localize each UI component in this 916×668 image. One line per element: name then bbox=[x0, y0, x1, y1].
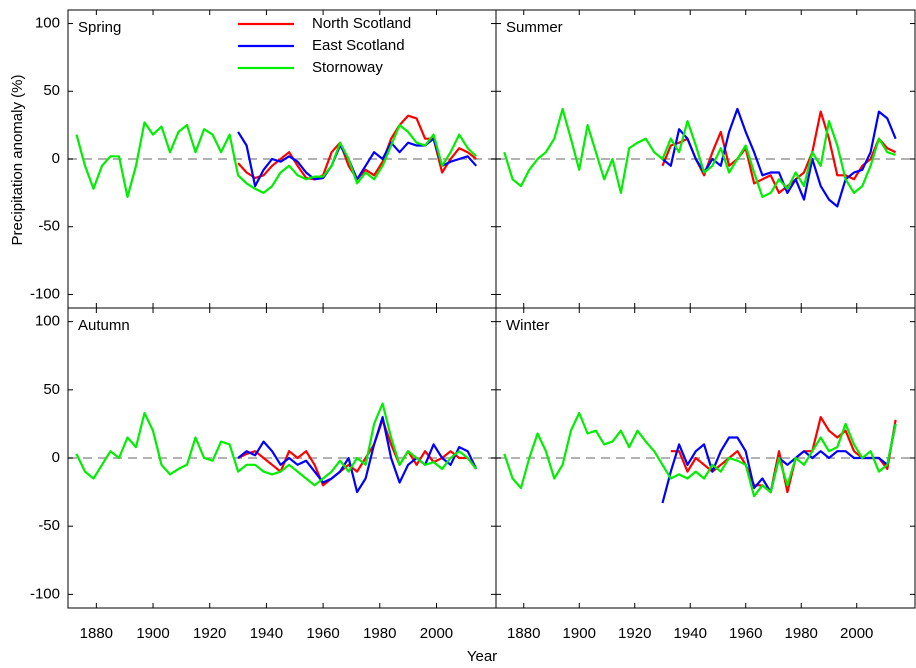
x-tick-label: 1920 bbox=[618, 625, 651, 642]
x-tick-label: 2000 bbox=[840, 625, 873, 642]
x-tick-label: 1880 bbox=[80, 625, 113, 642]
y-tick-label: -100 bbox=[30, 285, 60, 302]
x-tick-label: 1880 bbox=[507, 625, 540, 642]
series-line bbox=[670, 416, 897, 494]
legend-label: Stornoway bbox=[312, 59, 383, 76]
series-line bbox=[503, 107, 896, 198]
x-tick-label: 1900 bbox=[136, 625, 169, 642]
y-tick-label: 0 bbox=[52, 150, 60, 167]
y-tick-label: -50 bbox=[38, 517, 60, 534]
x-tick-label: 1900 bbox=[563, 625, 596, 642]
y-tick-label: 0 bbox=[52, 449, 60, 466]
x-tick-label: 1960 bbox=[729, 625, 762, 642]
series-line bbox=[237, 416, 478, 494]
y-tick-label: 50 bbox=[43, 82, 60, 99]
x-tick-label: 1980 bbox=[363, 625, 396, 642]
x-tick-label: 1980 bbox=[785, 625, 818, 642]
panel-title: Summer bbox=[506, 19, 563, 36]
y-tick-label: -100 bbox=[30, 585, 60, 602]
panel-title: Winter bbox=[506, 317, 549, 334]
x-axis-label: Year bbox=[467, 648, 497, 665]
y-tick-label: 100 bbox=[35, 15, 60, 32]
x-tick-label: 1960 bbox=[306, 625, 339, 642]
y-tick-label: 100 bbox=[35, 313, 60, 330]
series-line bbox=[237, 418, 478, 487]
x-tick-label: 1940 bbox=[674, 625, 707, 642]
series-line bbox=[661, 107, 897, 208]
y-axis-label: Precipitation anomaly (%) bbox=[9, 75, 26, 246]
panel-title: Spring bbox=[78, 19, 121, 36]
x-tick-label: 1940 bbox=[250, 625, 283, 642]
series-line bbox=[237, 114, 477, 181]
legend-label: East Scotland bbox=[312, 37, 405, 54]
legend-label: North Scotland bbox=[312, 15, 411, 32]
panel-title: Autumn bbox=[78, 317, 130, 334]
x-tick-label: 2000 bbox=[420, 625, 453, 642]
x-tick-label: 1920 bbox=[193, 625, 226, 642]
series-line bbox=[75, 121, 477, 198]
series-line bbox=[75, 402, 478, 487]
series-line bbox=[661, 423, 897, 504]
series-line bbox=[503, 411, 897, 498]
y-tick-label: 50 bbox=[43, 381, 60, 398]
y-tick-label: -50 bbox=[38, 218, 60, 235]
